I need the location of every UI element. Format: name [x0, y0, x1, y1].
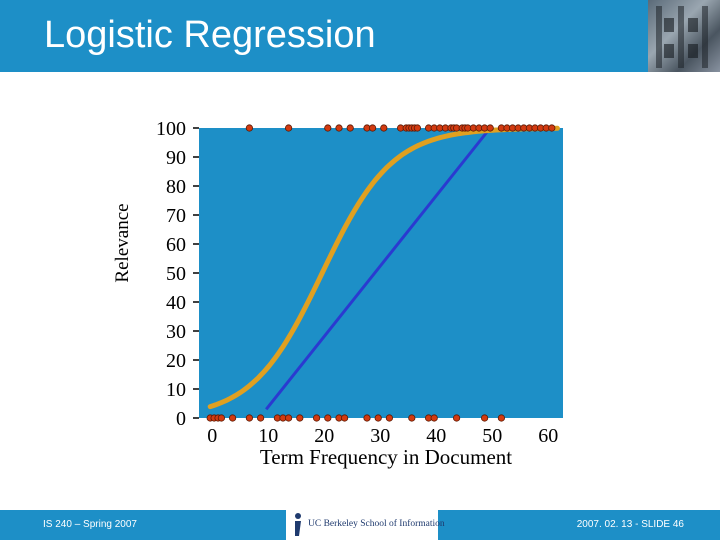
photo-column	[678, 6, 684, 68]
slide-header: Logistic Regression	[0, 0, 720, 72]
data-point	[245, 124, 253, 132]
data-point	[284, 414, 293, 422]
school-logo-text: UC Berkeley School of Information	[308, 519, 445, 529]
y-tick-label: 20	[166, 350, 186, 372]
data-point	[368, 124, 377, 132]
x-tick-label: 60	[538, 425, 558, 447]
photo-window	[664, 44, 674, 58]
x-axis-label: Term Frequency in Document	[260, 445, 512, 469]
x-tick-label: 50	[482, 425, 502, 447]
x-tick-label: 10	[258, 425, 278, 447]
data-point	[256, 414, 265, 422]
data-point	[324, 124, 332, 132]
data-point	[324, 414, 332, 422]
footer-slide-number: 2007. 02. 13 - SLIDE 46	[576, 519, 684, 530]
x-tick-label: 30	[370, 425, 390, 447]
data-point	[229, 414, 237, 422]
linear-regression-line	[265, 127, 492, 411]
data-point	[413, 124, 421, 132]
y-tick-label: 30	[166, 321, 186, 343]
header-photo	[648, 0, 720, 72]
photo-column	[702, 6, 708, 68]
school-logo: UC Berkeley School of Information	[286, 510, 445, 540]
data-point	[340, 414, 349, 422]
data-point	[480, 414, 489, 422]
data-point	[312, 414, 321, 422]
photo-window	[664, 18, 674, 32]
footer-course: IS 240 – Spring 2007	[43, 519, 137, 530]
x-tick-label: 20	[314, 425, 334, 447]
photo-window	[688, 18, 698, 32]
y-tick-label: 90	[166, 147, 186, 169]
data-point	[548, 124, 556, 132]
x-tick-label: 0	[207, 425, 217, 447]
y-tick-label: 80	[166, 176, 186, 198]
slide-footer: IS 240 – Spring 2007 UC Berkeley School …	[0, 510, 720, 540]
y-tick-label: 40	[166, 292, 186, 314]
data-point	[385, 414, 393, 422]
data-point	[296, 414, 304, 422]
y-tick-label: 0	[176, 408, 186, 430]
data-point	[374, 414, 382, 422]
data-point	[245, 414, 253, 422]
data-point	[335, 124, 343, 132]
y-axis: 0 10 20 30 40 50 60 70 80 90 100	[156, 118, 199, 430]
x-axis: 0 10 20 30 40 50 60	[207, 425, 558, 447]
y-axis-label: Relevance	[112, 203, 133, 282]
data-point	[284, 124, 293, 132]
photo-column	[656, 6, 662, 68]
data-points	[206, 124, 556, 422]
data-point	[346, 124, 354, 132]
y-tick-label: 60	[166, 234, 186, 256]
data-point	[497, 414, 505, 422]
data-point	[452, 414, 461, 422]
y-tick-label: 50	[166, 263, 186, 285]
data-point	[217, 414, 225, 422]
logistic-chart: 0 10 20 30 40 50 60 70 80 90 100 0 10 20 30 40 50 60 Rel…	[112, 118, 563, 469]
y-tick-label: 10	[166, 379, 186, 401]
data-point	[486, 124, 494, 132]
y-tick-label: 70	[166, 205, 186, 227]
y-tick-label: 100	[156, 118, 186, 140]
data-point	[408, 414, 416, 422]
photo-window	[688, 44, 698, 58]
data-point	[380, 124, 388, 132]
slide-title: Logistic Regression	[44, 14, 376, 56]
data-point	[363, 414, 371, 422]
x-tick-label: 40	[426, 425, 446, 447]
school-logo-icon	[295, 513, 301, 536]
data-point	[430, 414, 438, 422]
